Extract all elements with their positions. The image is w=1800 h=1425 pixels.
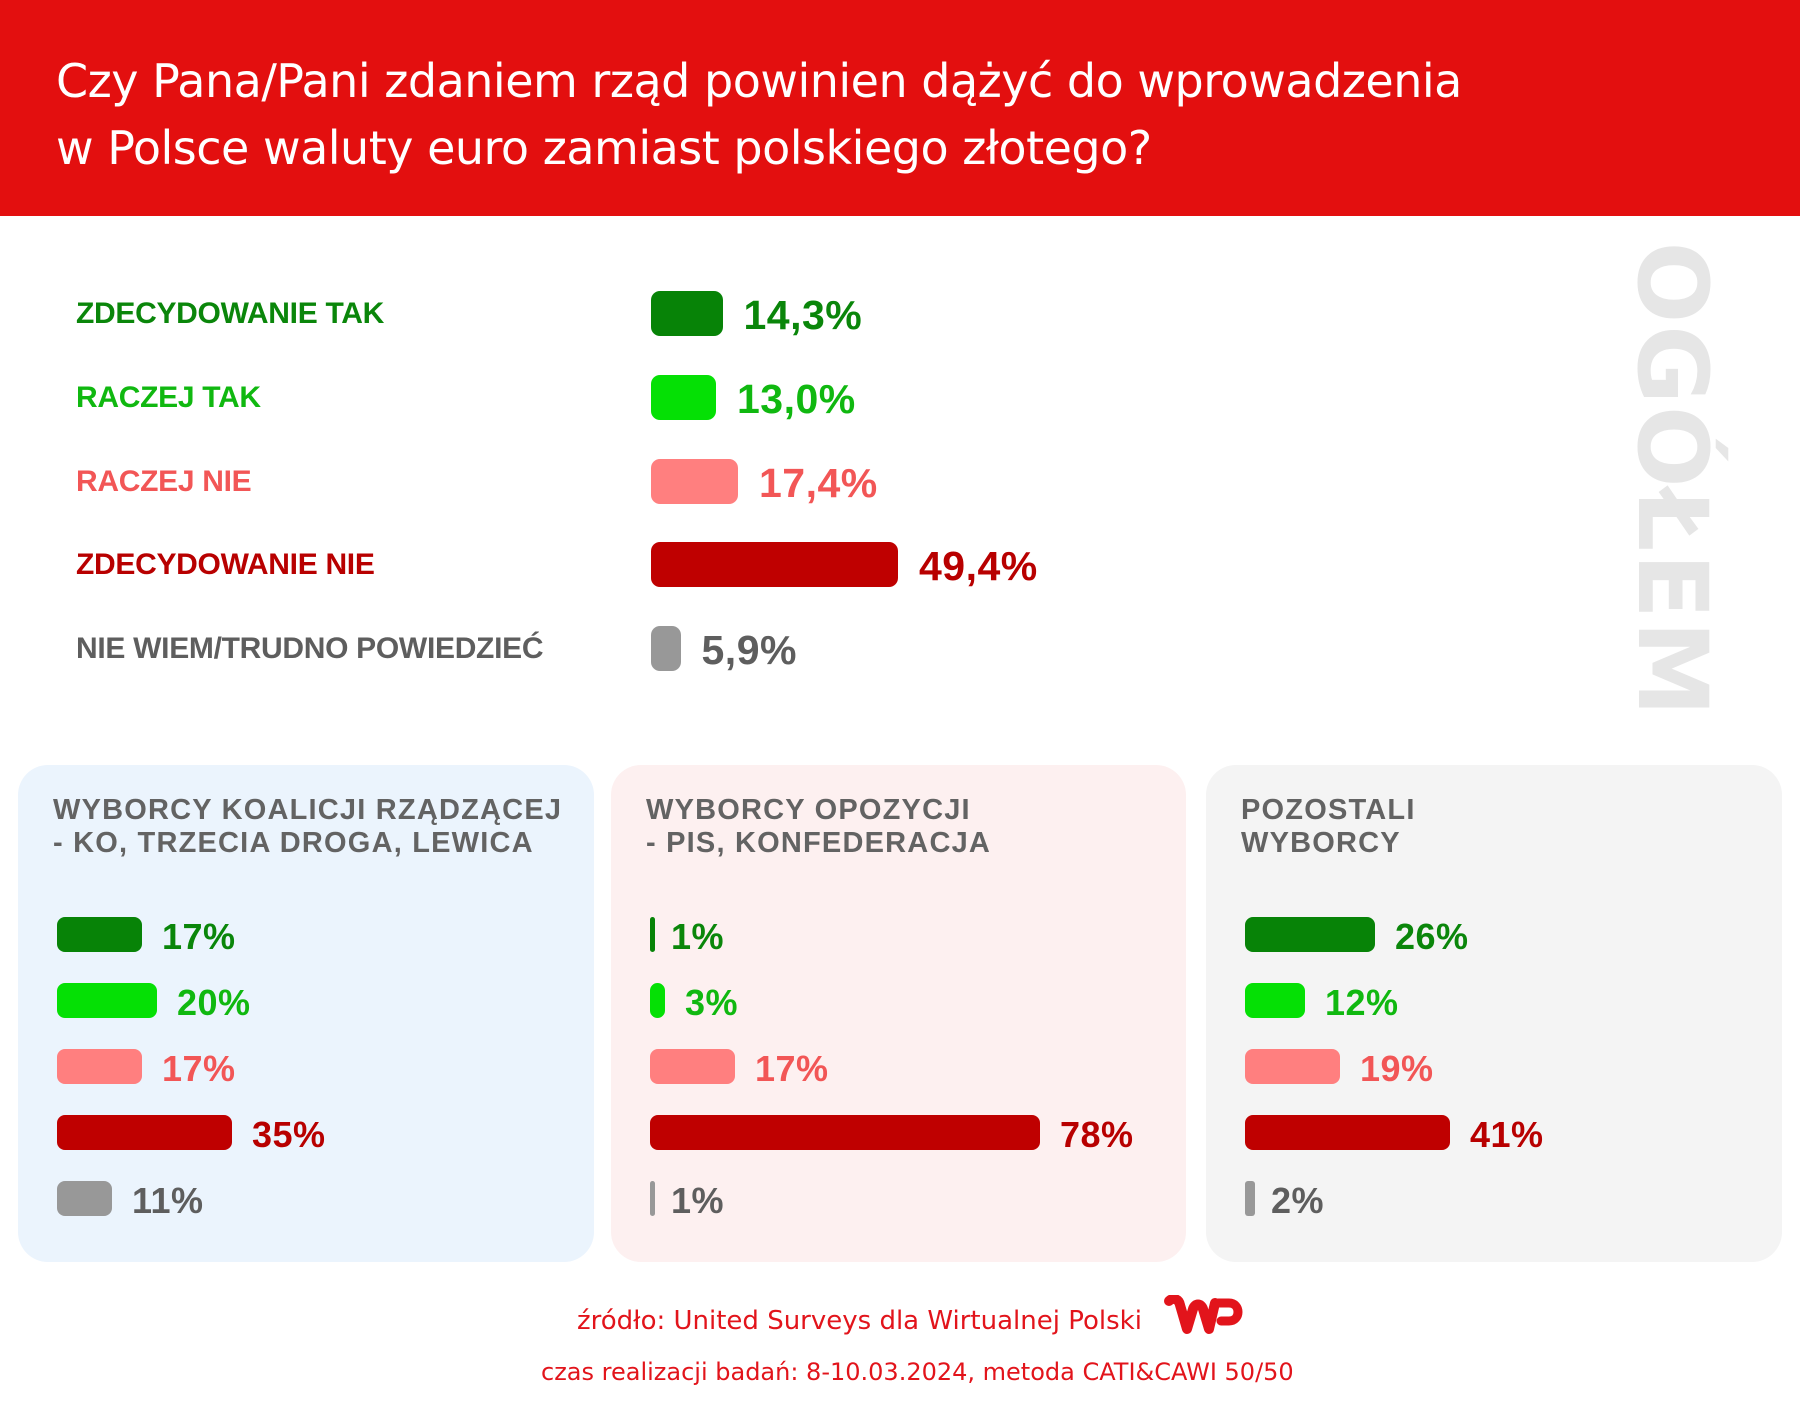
bar-rather-no [1245, 1049, 1340, 1084]
bar-rather-no [651, 459, 738, 504]
panel-title-line: WYBORCY [1241, 827, 1401, 859]
panel-title: POZOSTALI WYBORCY [1241, 794, 1416, 860]
bar-dont-know [651, 626, 681, 671]
method-note: czas realizacji badań: 8-10.03.2024, met… [541, 1358, 1294, 1386]
bar-rather-yes [650, 983, 665, 1018]
bar-dont-know [1245, 1181, 1255, 1216]
panel-ruling-coalition-voters: WYBORCY KOALICJI RZĄDZĄCEJ - KO, TRZECIA… [18, 765, 594, 1262]
value-label-rather-yes: 3% [685, 982, 739, 1023]
question-title-line-2: w Polsce waluty euro zamiast polskiego z… [56, 121, 1152, 175]
panel-title-line: WYBORCY OPOZYCJI [646, 794, 971, 826]
category-label-strongly-no: ZDECYDOWANIE NIE [76, 548, 375, 581]
value-label-strongly-no: 41% [1470, 1114, 1544, 1155]
value-label-strongly-no: 49,4% [919, 543, 1038, 589]
value-label-strongly-no: 35% [252, 1114, 326, 1155]
wp-logo-icon [1164, 1295, 1243, 1334]
value-label-strongly-yes: 17% [162, 916, 236, 957]
panel-title-line: WYBORCY KOALICJI RZĄDZĄCEJ [53, 794, 563, 826]
bar-dont-know [650, 1181, 655, 1216]
value-label-rather-no: 19% [1360, 1048, 1434, 1089]
bar-dont-know [57, 1181, 112, 1216]
bar-strongly-no [1245, 1115, 1450, 1150]
bar-rather-yes [1245, 983, 1305, 1018]
header-banner: Czy Pana/Pani zdaniem rząd powinien dąży… [0, 0, 1800, 216]
bar-rather-no [57, 1049, 142, 1084]
panel-title-line: - KO, TRZECIA DROGA, LEWICA [53, 827, 534, 859]
panel-title-line: POZOSTALI [1241, 794, 1416, 826]
bar-rather-no [650, 1049, 735, 1084]
category-label-rather-yes: RACZEJ TAK [76, 381, 261, 414]
value-label-rather-yes: 12% [1325, 982, 1399, 1023]
bar-rather-yes [651, 375, 716, 420]
value-label-dont-know: 2% [1271, 1180, 1325, 1221]
question-title-line-1: Czy Pana/Pani zdaniem rząd powinien dąży… [56, 54, 1462, 108]
category-label-strongly-yes: ZDECYDOWANIE TAK [76, 297, 384, 330]
panel-title-line: - PIS, KONFEDERACJA [646, 827, 992, 859]
bar-strongly-no [651, 542, 898, 587]
value-label-rather-no: 17% [755, 1048, 829, 1089]
bar-rather-yes [57, 983, 157, 1018]
panel-other-voters: POZOSTALI WYBORCY 26% 12% 19% 41% 2% [1206, 765, 1782, 1262]
overall-chart-title: OGÓŁEM [1616, 241, 1728, 719]
panel-title: WYBORCY OPOZYCJI - PIS, KONFEDERACJA [646, 794, 991, 860]
category-label-rather-no: RACZEJ NIE [76, 465, 252, 498]
bar-strongly-no [650, 1115, 1040, 1150]
bar-strongly-yes [57, 917, 142, 952]
value-label-dont-know: 5,9% [701, 627, 797, 673]
value-label-rather-yes: 13,0% [737, 376, 856, 422]
value-label-dont-know: 1% [671, 1180, 725, 1221]
value-label-strongly-yes: 14,3% [743, 292, 863, 338]
value-label-strongly-yes: 26% [1395, 916, 1469, 957]
bar-strongly-no [57, 1115, 232, 1150]
source-note: źródło: United Surveys dla Wirtualnej Po… [577, 1306, 1142, 1336]
value-label-rather-yes: 20% [177, 982, 251, 1023]
panel-opposition-voters: WYBORCY OPOZYCJI - PIS, KONFEDERACJA 1% 3… [611, 765, 1186, 1262]
category-label-dont-know: NIE WIEM/TRUDNO POWIEDZIEĆ [76, 632, 544, 665]
value-label-rather-no: 17% [162, 1048, 236, 1089]
bar-strongly-yes [650, 917, 655, 952]
panel-title: WYBORCY KOALICJI RZĄDZĄCEJ - KO, TRZECIA… [53, 794, 562, 860]
value-label-dont-know: 11% [132, 1180, 204, 1221]
value-label-strongly-no: 78% [1060, 1114, 1134, 1155]
bar-strongly-yes [1245, 917, 1375, 952]
value-label-rather-no: 17,4% [759, 460, 878, 506]
bar-strongly-yes [651, 291, 723, 336]
value-label-strongly-yes: 1% [671, 916, 725, 957]
